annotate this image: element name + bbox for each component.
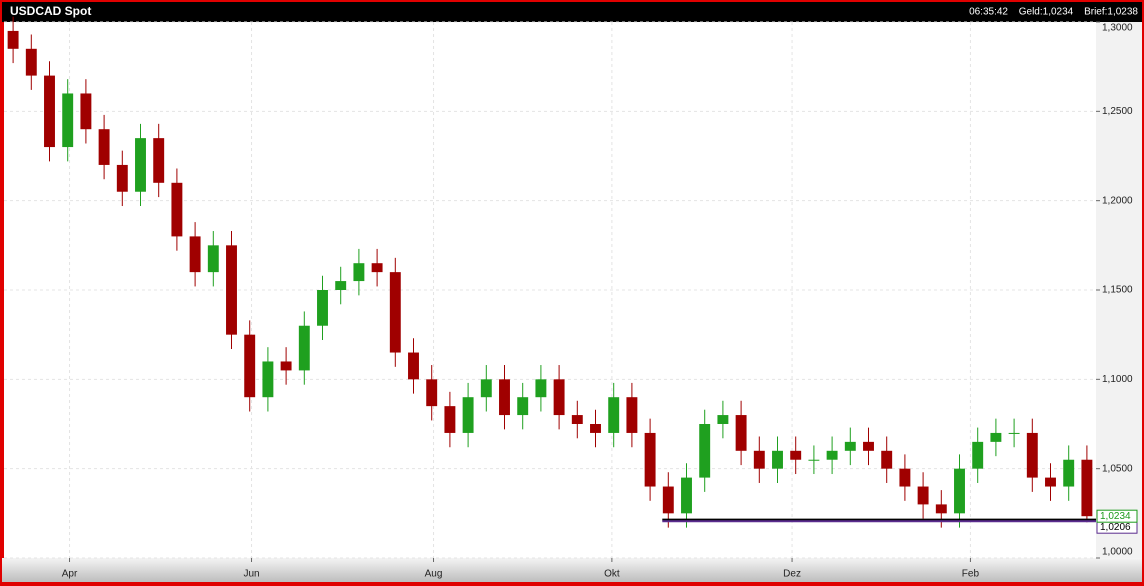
candle-body [499,379,510,416]
last-price-box [1096,509,1138,523]
candle-body [244,334,256,398]
candle-body [1063,459,1075,487]
candle-body [335,281,347,290]
y-tick-label: 1,3000 [1102,23,1133,34]
candle-body [899,468,911,487]
x-tick-label: Apr [62,569,78,580]
header-bar [2,2,1142,22]
x-tick-label: Feb [962,569,980,580]
candle-body [644,432,656,487]
candle-body [298,325,310,371]
y-axis-area [1096,22,1142,558]
candle-body [25,48,37,76]
candle-body [98,129,110,165]
y-tick-label: 1,0500 [1102,463,1133,474]
candle-body [135,138,146,192]
candle-body [116,164,128,192]
candle-body [7,30,19,49]
candle-body [353,263,365,282]
candle-body [917,486,929,505]
candle-body [772,450,783,469]
candle-body [935,504,947,514]
candle-body [444,406,456,433]
x-tick-label: Dez [783,569,801,580]
candle-body [1026,432,1038,478]
candle-body [590,424,601,433]
candle-body [626,397,638,433]
candle-body [1045,477,1056,487]
candle-body [262,361,274,398]
candle-body [826,450,838,460]
candle-body [1081,459,1093,517]
candle-body [317,290,328,326]
candle-body [280,361,292,371]
candle-body [462,397,474,433]
x-tick-label: Jun [243,569,259,580]
candle-body [863,441,874,451]
chart-title: USDCAD Spot [10,4,91,18]
header-ask: Brief:1,0238 [1084,7,1138,18]
candle-body [171,182,183,237]
x-tick-label: Aug [425,569,443,580]
candle-body [207,245,219,273]
candle-body [844,441,856,451]
candle-body [717,415,729,424]
candle-body [480,379,492,398]
candle-body [408,352,419,380]
candle-body [426,379,438,407]
candle-body [753,450,765,469]
header-bid: Geld:1,0234 [1019,7,1074,18]
last-price-label: 1,0234 [1100,511,1131,522]
candle-body [990,432,1002,442]
header-time: 06:35:42 [969,7,1008,18]
level-label: 1,0206 [1100,522,1131,533]
candle-body [881,450,893,469]
candle-body [517,397,529,416]
candle-body [1008,432,1020,434]
x-tick-label: Okt [604,569,620,580]
candle-body [535,379,547,398]
candle-body [553,379,565,416]
candle-body [226,245,237,335]
candle-body [44,75,55,148]
candle-body [954,468,965,514]
candle-body [189,236,201,273]
y-tick-label: 1,2000 [1102,195,1133,206]
candle-body [153,138,165,183]
candle-body [662,486,674,514]
candle-body [681,477,692,514]
candle-body [808,459,820,461]
y-tick-label: 1,1000 [1102,374,1133,385]
candle-body [735,415,747,451]
candle-body [790,450,802,460]
candle-body [699,424,711,478]
candle-body [972,441,984,469]
candle-body [608,397,620,433]
y-tick-label: 1,0000 [1102,547,1133,558]
candle-body [371,263,383,273]
candle-body [80,93,92,130]
y-tick-label: 1,1500 [1102,285,1133,296]
x-axis-area [2,558,1142,582]
y-tick-label: 1,2500 [1102,106,1133,117]
candle-body [62,93,74,148]
candle-body [389,272,401,353]
candle-body [571,415,583,424]
